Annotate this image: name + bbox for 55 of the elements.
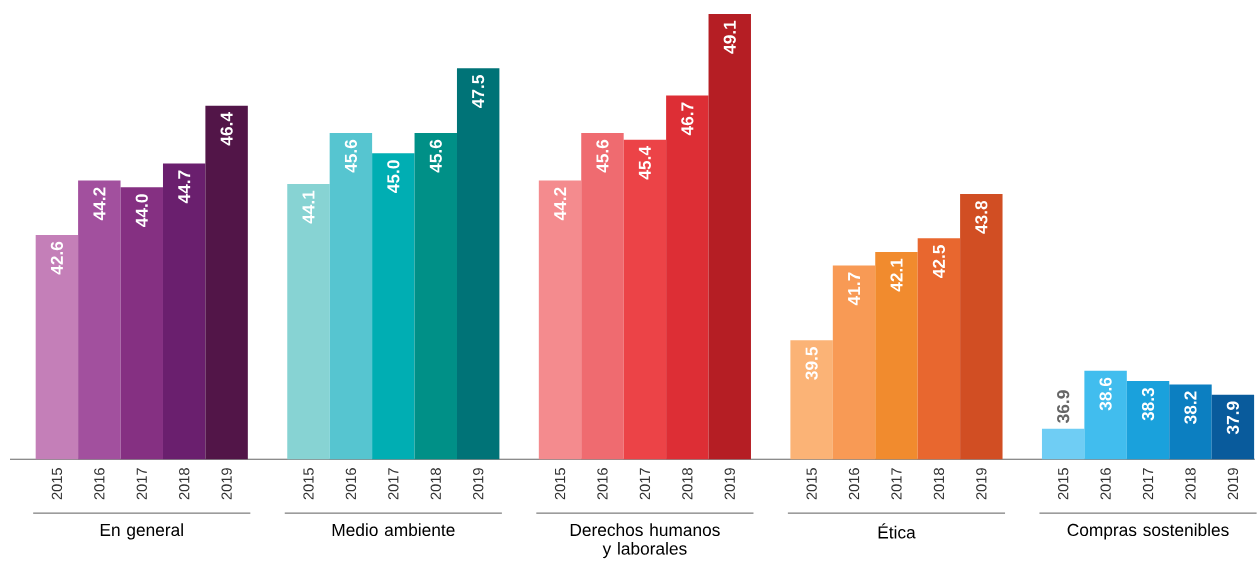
data-label: 38.2	[1184, 391, 1197, 424]
data-label: 49.1	[723, 20, 736, 54]
text: 2017	[136, 468, 147, 500]
x-tick-label: En general	[100, 523, 183, 540]
data-label: 47.5	[472, 75, 485, 108]
text: 2019	[221, 468, 232, 500]
x-tick-label: Compras sostenibles	[1067, 523, 1229, 540]
text: 2018	[933, 468, 945, 500]
text: 2016	[848, 468, 860, 500]
text: 2017	[891, 468, 902, 500]
data-label: 41.7	[848, 272, 860, 306]
text: 2015	[554, 468, 566, 500]
x-tick-label: Ética	[878, 523, 916, 539]
data-label: 38.3	[1141, 387, 1155, 421]
text: 2016	[597, 468, 608, 500]
data-label: 45.6	[596, 139, 609, 173]
text: 2015	[1058, 468, 1069, 500]
data-label: 44.7	[178, 170, 191, 204]
text: 2015	[303, 468, 314, 500]
text: 2019	[976, 468, 987, 500]
text: 2016	[345, 468, 357, 500]
data-label: 45.4	[638, 146, 651, 180]
text: 2018	[179, 468, 190, 500]
data-label: 42.6	[50, 241, 64, 275]
text: 2017	[639, 468, 651, 500]
data-label: 39.5	[805, 346, 818, 380]
text: 2017	[388, 468, 399, 500]
data-label: 45.6	[344, 139, 358, 173]
text: 2015	[51, 468, 63, 500]
text: 2018	[1185, 468, 1196, 500]
data-label: 42.5	[932, 245, 946, 278]
text: 2019	[724, 468, 735, 500]
text: 2018	[430, 468, 441, 500]
text: 2016	[94, 468, 105, 500]
x-tick-label: Derechos humanos y laborales	[570, 523, 720, 559]
text: 2015	[806, 468, 817, 500]
data-label: 44.1	[302, 190, 315, 224]
data-label: 45.0	[387, 160, 400, 193]
data-label: 38.6	[1099, 377, 1112, 411]
data-label: 37.9	[1226, 401, 1240, 435]
data-label: 46.4	[220, 112, 233, 146]
text: 2019	[473, 468, 484, 500]
data-label: 43.8	[975, 200, 988, 234]
data-label: 45.6	[429, 139, 442, 173]
data-label: 46.7	[681, 102, 694, 136]
data-label: 42.1	[890, 258, 903, 292]
data-label: 44.0	[135, 194, 148, 227]
text: 2018	[682, 468, 693, 500]
text: 2017	[1142, 468, 1154, 500]
data-label: 44.2	[93, 187, 106, 221]
data-label: 44.2	[554, 187, 567, 221]
text: 2016	[1100, 468, 1111, 500]
data-label: 36.9	[1057, 390, 1070, 423]
text: 2019	[1227, 468, 1239, 500]
x-tick-label: Medio ambiente	[332, 523, 455, 537]
